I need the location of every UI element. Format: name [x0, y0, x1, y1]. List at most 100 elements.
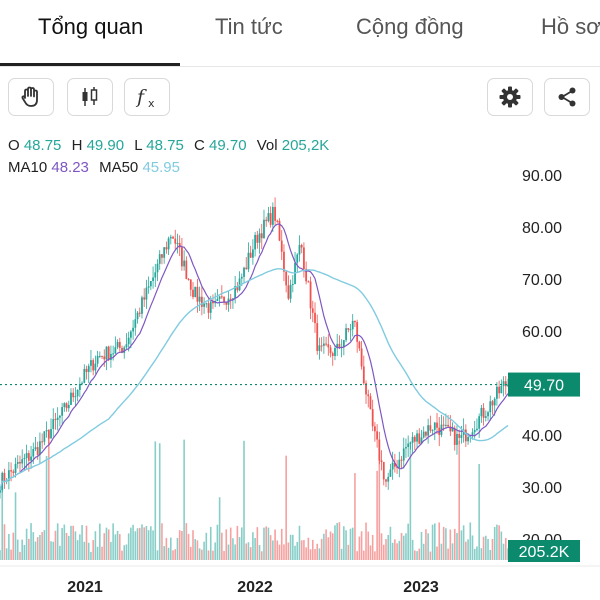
volume-bar	[21, 539, 23, 560]
candle-body	[21, 459, 24, 464]
volume-bar	[287, 542, 290, 560]
tab-news[interactable]: Tin tức	[215, 14, 283, 39]
volume-bar	[396, 543, 398, 560]
candle-body	[43, 431, 46, 442]
candle-body	[247, 252, 250, 270]
candle-body	[389, 469, 392, 477]
candle-body	[280, 240, 283, 252]
candle-body	[405, 447, 407, 449]
ma10-line	[0, 223, 509, 491]
candle-body	[107, 346, 110, 360]
candle-body	[496, 386, 498, 399]
tab-profile[interactable]: Hồ sơ	[541, 14, 600, 39]
candle-body	[420, 437, 423, 444]
candle-body	[336, 343, 339, 349]
volume-bar	[14, 492, 17, 560]
ma50-line	[0, 268, 509, 491]
volume-bar	[79, 534, 81, 560]
candle-body	[307, 281, 310, 283]
candle-body	[96, 355, 99, 364]
volume-bar	[154, 441, 157, 560]
volume-bar	[451, 543, 454, 560]
drag-mode-button[interactable]	[8, 78, 54, 116]
candle-body	[467, 437, 469, 442]
volume-bar	[280, 528, 283, 560]
volume-bar	[63, 524, 66, 560]
volume-bar	[427, 533, 429, 560]
volume-bar	[394, 539, 396, 560]
volume-bar	[118, 534, 121, 560]
candle-body	[167, 238, 170, 250]
volume-bar	[76, 540, 79, 560]
candle-body	[493, 398, 496, 406]
volume-bar	[45, 455, 48, 560]
close-value: 49.70	[209, 137, 247, 154]
candle-body	[45, 430, 48, 432]
candle-body	[200, 296, 203, 307]
candle-body	[378, 439, 381, 461]
candle-body	[429, 425, 432, 431]
volume-bar	[141, 524, 143, 560]
volume-bar	[125, 544, 128, 560]
volume-bar	[340, 548, 343, 560]
function-icon: f x	[135, 86, 155, 110]
svg-text:f: f	[135, 86, 147, 108]
volume-bar	[165, 537, 168, 560]
volume-bar	[458, 440, 460, 560]
volume-bar	[61, 528, 63, 560]
candle-body	[376, 431, 379, 440]
candle-body	[129, 331, 132, 338]
volume-bar	[158, 443, 161, 560]
volume-bar	[39, 534, 41, 560]
chart-type-button[interactable]	[67, 78, 113, 116]
candle-body	[39, 441, 41, 455]
tab-community[interactable]: Cộng đồng	[356, 14, 464, 39]
x-tick-label: 2023	[403, 579, 439, 596]
candle-body	[74, 396, 77, 398]
candle-body	[325, 343, 327, 345]
share-button[interactable]	[544, 78, 590, 116]
candle-body	[209, 301, 212, 313]
volume-bar	[218, 497, 221, 560]
high-value: 49.90	[86, 137, 125, 154]
volume-bar	[70, 525, 72, 560]
candle-body	[354, 320, 356, 323]
volume-bar	[143, 527, 145, 560]
candle-body	[347, 328, 350, 330]
candle-body	[143, 297, 146, 300]
volume-bar	[329, 531, 332, 560]
candle-body	[491, 401, 494, 406]
candle-body	[67, 404, 70, 409]
candle-body	[371, 409, 374, 427]
tab-overview[interactable]: Tổng quan	[38, 14, 144, 39]
candle-body	[103, 356, 106, 360]
tab-bar: Tổng quan Tin tức Cộng đồng Hồ sơ	[0, 0, 600, 67]
volume-bar	[365, 522, 367, 560]
candle-body	[469, 435, 472, 438]
candle-body	[369, 396, 372, 410]
candle-body	[87, 365, 90, 372]
volume-bar	[349, 528, 352, 560]
candle-body	[309, 281, 312, 309]
candle-body	[291, 283, 294, 285]
candle-body	[358, 341, 361, 349]
volume-bar	[445, 528, 447, 560]
candle-body	[238, 278, 241, 291]
volume-bar	[307, 537, 310, 560]
volume-bar	[363, 550, 365, 560]
candle-body	[61, 407, 64, 416]
volume-bar	[449, 529, 452, 560]
candle-body	[407, 443, 410, 448]
candle-body	[58, 415, 61, 418]
candle-body	[342, 340, 345, 347]
volume-label: Vol	[256, 137, 278, 154]
candle-body	[223, 296, 225, 303]
volume-bar	[183, 439, 185, 560]
candle-body	[83, 368, 86, 383]
volume-bar	[436, 546, 438, 560]
volume-bar	[325, 529, 327, 560]
settings-button[interactable]	[487, 78, 533, 116]
indicators-button[interactable]: f x	[124, 78, 170, 116]
candle-body	[416, 433, 418, 442]
